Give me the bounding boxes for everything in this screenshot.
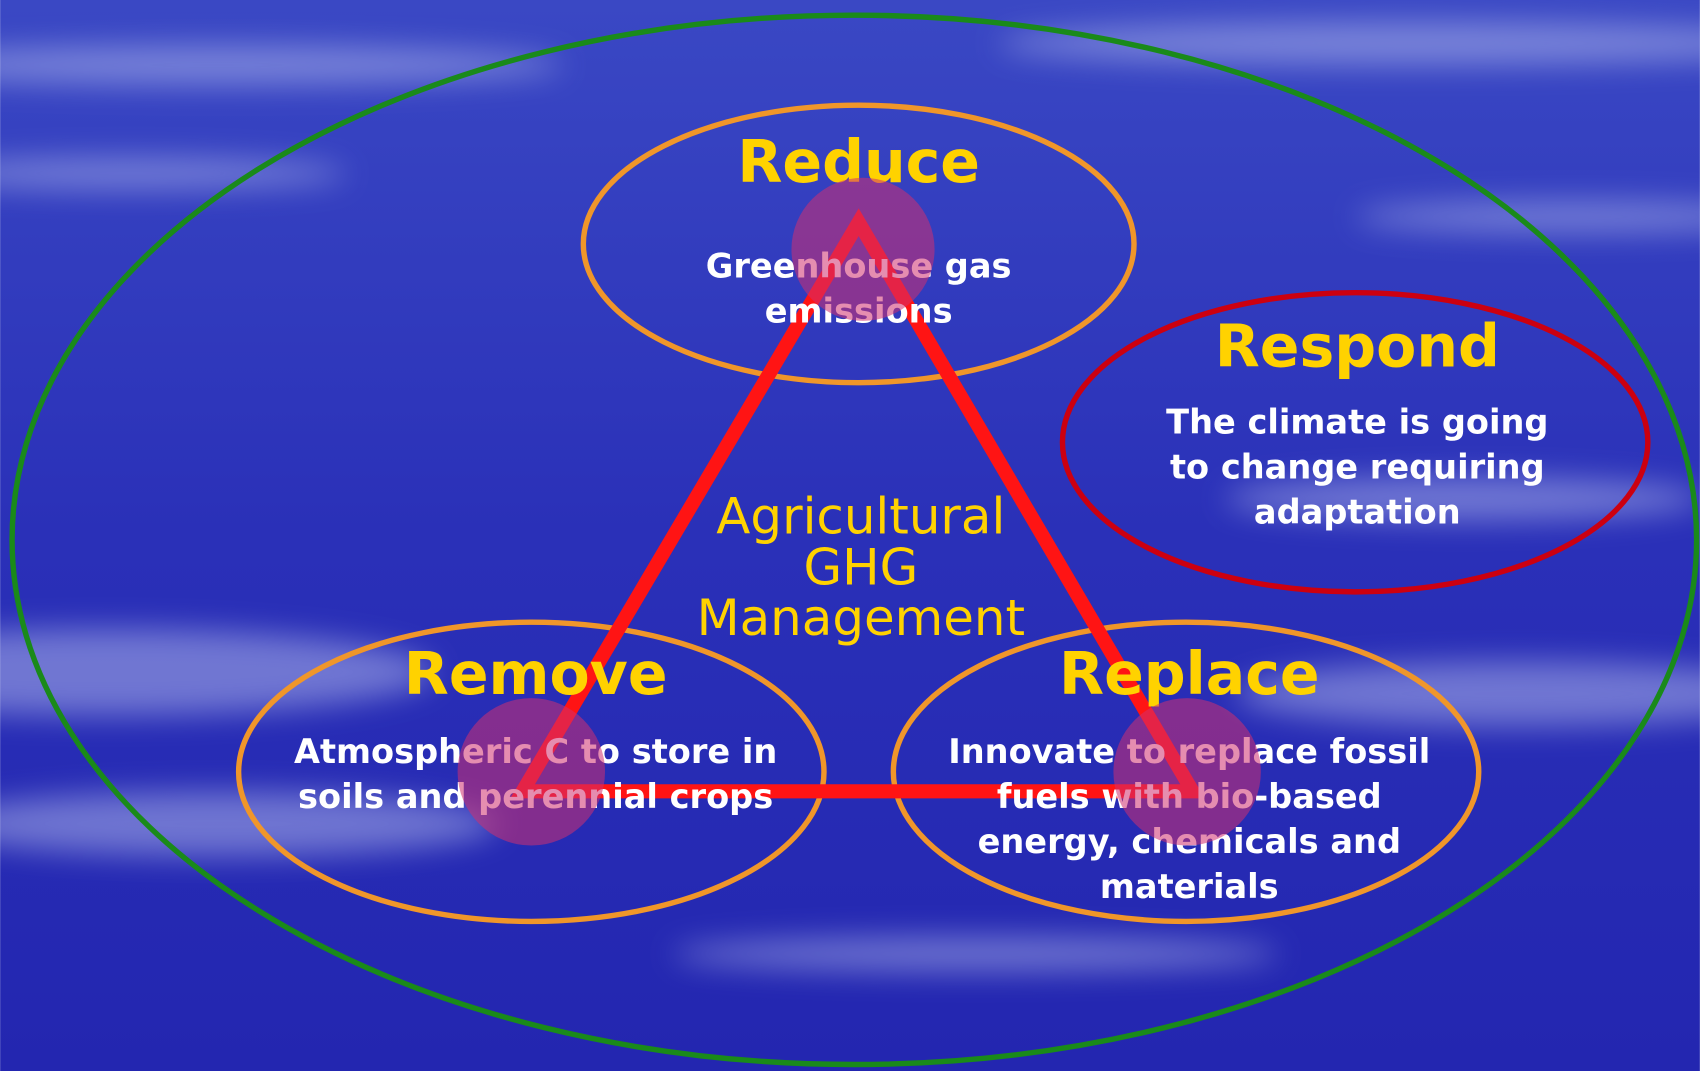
node-title: Remove	[404, 640, 668, 708]
node-text: to change requiring	[1170, 448, 1545, 487]
reduce-ellipse	[580, 102, 1137, 386]
node-title: Respond	[1215, 312, 1500, 380]
node-text: materials	[1100, 867, 1279, 906]
vertex-circles	[457, 177, 1261, 846]
respond-ellipse	[1059, 289, 1651, 595]
center-label: Agricultural	[716, 487, 1005, 545]
remove-ellipse	[235, 619, 827, 925]
replace-ellipse	[890, 619, 1482, 925]
outer-ellipse	[9, 12, 1700, 1068]
center-label: Management	[697, 589, 1025, 647]
node-text: The climate is going	[1166, 403, 1548, 442]
center-label: GHG	[803, 538, 918, 596]
cloud-streaks	[0, 21, 1700, 972]
node-text: adaptation	[1254, 493, 1461, 532]
triangle	[510, 208, 1205, 799]
node-title: Replace	[1059, 640, 1320, 708]
